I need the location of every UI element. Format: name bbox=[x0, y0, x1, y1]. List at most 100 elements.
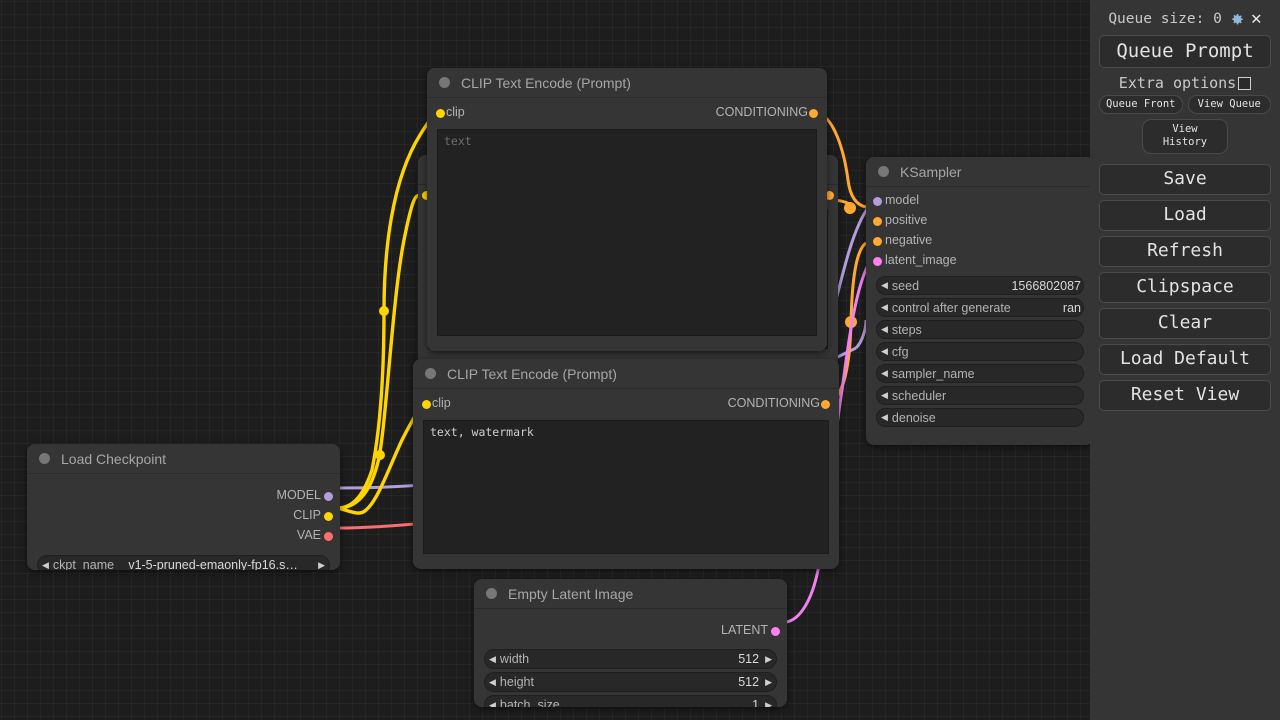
port-clip-input[interactable] bbox=[436, 109, 445, 118]
node-title-bar[interactable]: CLIP Text Encode (Prompt) bbox=[413, 359, 839, 389]
node-title-text: Empty Latent Image bbox=[508, 585, 634, 602]
close-icon[interactable]: ✕ bbox=[1250, 8, 1262, 29]
previous-arrow-icon[interactable]: ◀ bbox=[42, 559, 49, 570]
widget-scheduler[interactable]: ◀ scheduler bbox=[876, 386, 1084, 405]
widget-value: 512 bbox=[738, 675, 760, 689]
slot-row-vae: VAE bbox=[27, 526, 340, 546]
view-history-button[interactable]: View History bbox=[1142, 119, 1228, 154]
load-default-button[interactable]: Load Default bbox=[1099, 344, 1271, 375]
increment-arrow-icon[interactable]: ▶ bbox=[765, 699, 772, 707]
widget-label: denoise bbox=[891, 410, 936, 425]
prompt-textarea[interactable]: text bbox=[437, 129, 817, 336]
widget-batch-size[interactable]: ◀ batch_size 1 ▶ bbox=[484, 695, 777, 707]
collapse-dot-icon[interactable] bbox=[39, 453, 50, 464]
widget-label: height bbox=[499, 675, 534, 689]
widget-label: seed bbox=[891, 278, 920, 293]
decrement-arrow-icon[interactable]: ◀ bbox=[881, 280, 888, 290]
port-clip-input[interactable] bbox=[422, 400, 431, 409]
widget-denoise[interactable]: ◀ denoise bbox=[876, 408, 1084, 427]
widget-seed[interactable]: ◀ seed 1566802087 bbox=[876, 276, 1084, 295]
widget-cfg[interactable]: ◀ cfg bbox=[876, 342, 1084, 361]
widget-control-after-generate[interactable]: ◀ control after generate ran bbox=[876, 298, 1084, 317]
queue-prompt-button[interactable]: Queue Prompt bbox=[1099, 35, 1271, 68]
port-model-output[interactable] bbox=[324, 492, 333, 501]
widget-value: 1566802087 bbox=[1011, 278, 1081, 293]
node-body: LATENT ◀ width 512 ▶ ◀ height 512 ▶ ◀ ba… bbox=[474, 609, 787, 707]
node-empty-latent-image[interactable]: Empty Latent Image LATENT ◀ width 512 ▶ … bbox=[474, 579, 787, 707]
node-title-bar[interactable]: KSampler bbox=[866, 157, 1094, 187]
port-negative-input[interactable] bbox=[873, 237, 882, 246]
widget-height[interactable]: ◀ height 512 ▶ bbox=[484, 672, 777, 692]
widget-label: control after generate bbox=[891, 300, 1011, 315]
queue-front-button[interactable]: Queue Front bbox=[1099, 95, 1183, 114]
view-history-line1: View bbox=[1172, 123, 1198, 135]
collapse-dot-icon[interactable] bbox=[439, 77, 450, 88]
load-button[interactable]: Load bbox=[1099, 200, 1271, 231]
extra-options-label: Extra options bbox=[1118, 74, 1237, 92]
port-model-input[interactable] bbox=[873, 197, 882, 206]
widget-label: sampler_name bbox=[891, 366, 975, 381]
collapse-dot-icon[interactable] bbox=[878, 166, 889, 177]
widget-steps[interactable]: ◀ steps bbox=[876, 320, 1084, 339]
widget-label: batch_size bbox=[499, 698, 560, 707]
node-title-bar[interactable]: CLIP Text Encode (Prompt) bbox=[427, 68, 827, 98]
decrement-arrow-icon[interactable]: ◀ bbox=[881, 390, 888, 400]
increment-arrow-icon[interactable]: ▶ bbox=[765, 676, 772, 687]
port-clip-output[interactable] bbox=[324, 512, 333, 521]
widget-ckpt-name[interactable]: ◀ ckpt_name v1-5-pruned-emaonly-fp16.s… … bbox=[37, 555, 330, 570]
decrement-arrow-icon[interactable]: ◀ bbox=[881, 368, 888, 378]
port-positive-input[interactable] bbox=[873, 217, 882, 226]
decrement-arrow-icon[interactable]: ◀ bbox=[489, 653, 496, 664]
reset-view-button[interactable]: Reset View bbox=[1099, 380, 1271, 411]
port-vae-output[interactable] bbox=[324, 532, 333, 541]
clipspace-button[interactable]: Clipspace bbox=[1099, 272, 1271, 303]
node-title-bar[interactable]: Empty Latent Image bbox=[474, 579, 787, 609]
extra-options-checkbox[interactable] bbox=[1238, 76, 1252, 90]
decrement-arrow-icon[interactable]: ◀ bbox=[881, 412, 888, 422]
extra-options-row[interactable]: Extra options bbox=[1099, 74, 1271, 92]
port-conditioning-output[interactable] bbox=[809, 109, 818, 118]
slot-label-latent: LATENT bbox=[721, 623, 768, 637]
decrement-arrow-icon[interactable]: ◀ bbox=[489, 699, 496, 707]
gear-icon[interactable] bbox=[1228, 11, 1245, 28]
port-latent-output[interactable] bbox=[771, 627, 780, 636]
prompt-textarea[interactable]: text, watermark bbox=[423, 420, 829, 554]
decrement-arrow-icon[interactable]: ◀ bbox=[881, 346, 888, 356]
widget-sampler-name[interactable]: ◀ sampler_name bbox=[876, 364, 1084, 383]
port-conditioning-output[interactable] bbox=[821, 400, 830, 409]
slot-row-latent: LATENT bbox=[474, 621, 787, 641]
port-conditioning-output[interactable] bbox=[825, 191, 834, 200]
collapse-dot-icon[interactable] bbox=[486, 588, 497, 599]
port-latent-image-input[interactable] bbox=[873, 257, 882, 266]
next-arrow-icon[interactable]: ▶ bbox=[318, 559, 325, 570]
refresh-button[interactable]: Refresh bbox=[1099, 236, 1271, 267]
slot-row-negative: negative bbox=[866, 231, 1094, 251]
node-title-bar[interactable]: Load Checkpoint bbox=[27, 444, 340, 474]
node-clip-text-encode-positive[interactable]: CLIP Text Encode (Prompt) clip CONDITION… bbox=[427, 68, 827, 351]
save-button[interactable]: Save bbox=[1099, 164, 1271, 195]
slot-label-negative: negative bbox=[885, 233, 933, 247]
node-ksampler[interactable]: KSampler model positive negative latent_… bbox=[866, 157, 1094, 445]
widget-width[interactable]: ◀ width 512 ▶ bbox=[484, 649, 777, 669]
node-clip-text-encode-negative[interactable]: CLIP Text Encode (Prompt) clip CONDITION… bbox=[413, 359, 839, 569]
port-clip-input[interactable] bbox=[422, 191, 431, 200]
decrement-arrow-icon[interactable]: ◀ bbox=[881, 324, 888, 334]
slot-label-model: model bbox=[885, 193, 920, 207]
node-title-text: KSampler bbox=[900, 163, 962, 180]
collapse-dot-icon[interactable] bbox=[425, 368, 436, 379]
slot-row: clip CONDITIONING bbox=[427, 103, 827, 123]
clear-button[interactable]: Clear bbox=[1099, 308, 1271, 339]
slot-label-clip: CLIP bbox=[293, 508, 321, 522]
comfy-menu-panel: Queue size: 0 ✕ Queue Prompt Extra optio… bbox=[1090, 0, 1280, 720]
queue-size-label: Queue size: 0 bbox=[1108, 11, 1222, 27]
widget-value: v1-5-pruned-emaonly-fp16.s… bbox=[128, 558, 298, 570]
decrement-arrow-icon[interactable]: ◀ bbox=[881, 302, 888, 312]
decrement-arrow-icon[interactable]: ◀ bbox=[489, 676, 496, 687]
node-load-checkpoint[interactable]: Load Checkpoint MODEL CLIP VAE ◀ ckpt_na… bbox=[27, 444, 340, 570]
widget-value: ran bbox=[1062, 300, 1081, 315]
slot-row-clip: CLIP bbox=[27, 506, 340, 526]
node-body: clip CONDITIONING text bbox=[427, 103, 827, 346]
increment-arrow-icon[interactable]: ▶ bbox=[765, 653, 772, 664]
menu-action-buttons: Save Load Refresh Clipspace Clear Load D… bbox=[1099, 164, 1271, 411]
view-queue-button[interactable]: View Queue bbox=[1187, 95, 1271, 114]
